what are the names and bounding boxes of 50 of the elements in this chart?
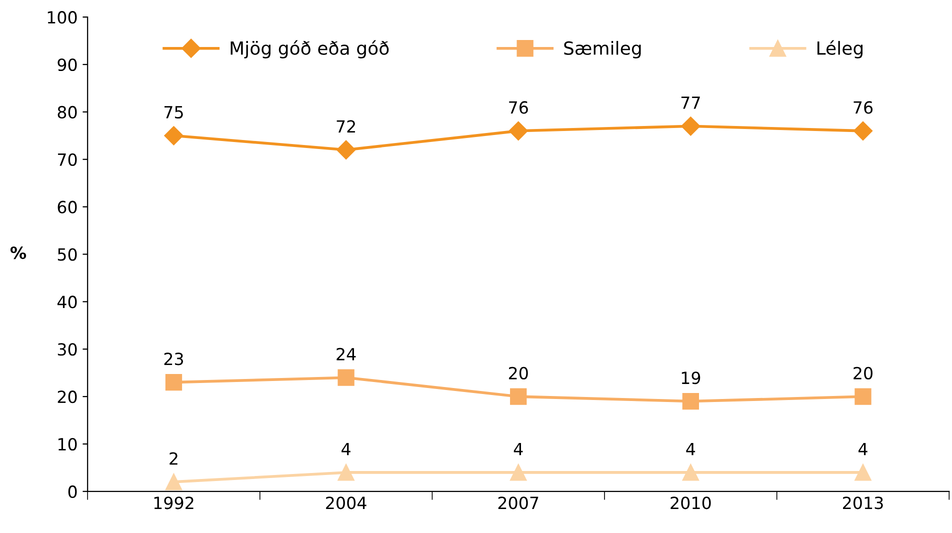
point	[165, 474, 182, 490]
y-tick-label: 90	[58, 58, 77, 72]
point	[508, 121, 528, 140]
legend-label: Mjög góð eða góð	[230, 40, 389, 58]
data-label: 4	[514, 442, 523, 456]
y-tick-label: 40	[57, 296, 77, 308]
data-label: 2	[170, 452, 178, 465]
data-label: 4	[858, 442, 868, 456]
y-axis-title: %	[10, 246, 26, 260]
point	[336, 140, 356, 160]
data-label: 19	[682, 372, 700, 384]
y-tick-label: 50	[58, 248, 77, 261]
x-tick-label: 2007	[498, 496, 538, 510]
data-label: 24	[336, 348, 356, 360]
data-label: 23	[164, 352, 184, 366]
y-tick-label: 80	[58, 106, 77, 118]
point	[682, 464, 700, 481]
data-label: 72	[336, 120, 355, 133]
point	[681, 116, 700, 136]
data-label: 76	[854, 101, 873, 114]
point	[165, 374, 182, 391]
y-tick-label: 10	[58, 438, 77, 451]
y-tick-label: 70	[58, 153, 77, 166]
point	[510, 388, 527, 405]
data-label: 20	[508, 366, 528, 380]
data-label: 4	[342, 442, 350, 456]
data-label: 75	[164, 106, 183, 119]
point	[854, 464, 872, 481]
legend-label: Léleg	[817, 40, 863, 58]
data-label: 20	[854, 366, 872, 380]
x-tick-label: 1992	[154, 496, 194, 510]
point	[854, 388, 872, 405]
y-tick-label: 60	[58, 200, 77, 214]
x-tick-label: 2004	[326, 496, 366, 510]
x-tick-label: 2013	[843, 496, 883, 510]
y-tick-label: 100	[48, 11, 77, 24]
point	[510, 464, 527, 481]
legend-label: Sæmileg	[564, 40, 641, 58]
data-label: 4	[686, 442, 696, 456]
data-label: 77	[681, 96, 700, 109]
y-tick-label: 20	[58, 390, 77, 404]
point	[682, 392, 700, 410]
x-tick-label: 2010	[670, 496, 711, 510]
data-label: 76	[509, 101, 528, 114]
y-tick-label: 30	[58, 343, 77, 356]
point	[853, 121, 873, 140]
y-tick-label: 0	[68, 485, 77, 498]
point	[164, 126, 184, 146]
point	[338, 464, 354, 481]
point	[338, 369, 354, 386]
